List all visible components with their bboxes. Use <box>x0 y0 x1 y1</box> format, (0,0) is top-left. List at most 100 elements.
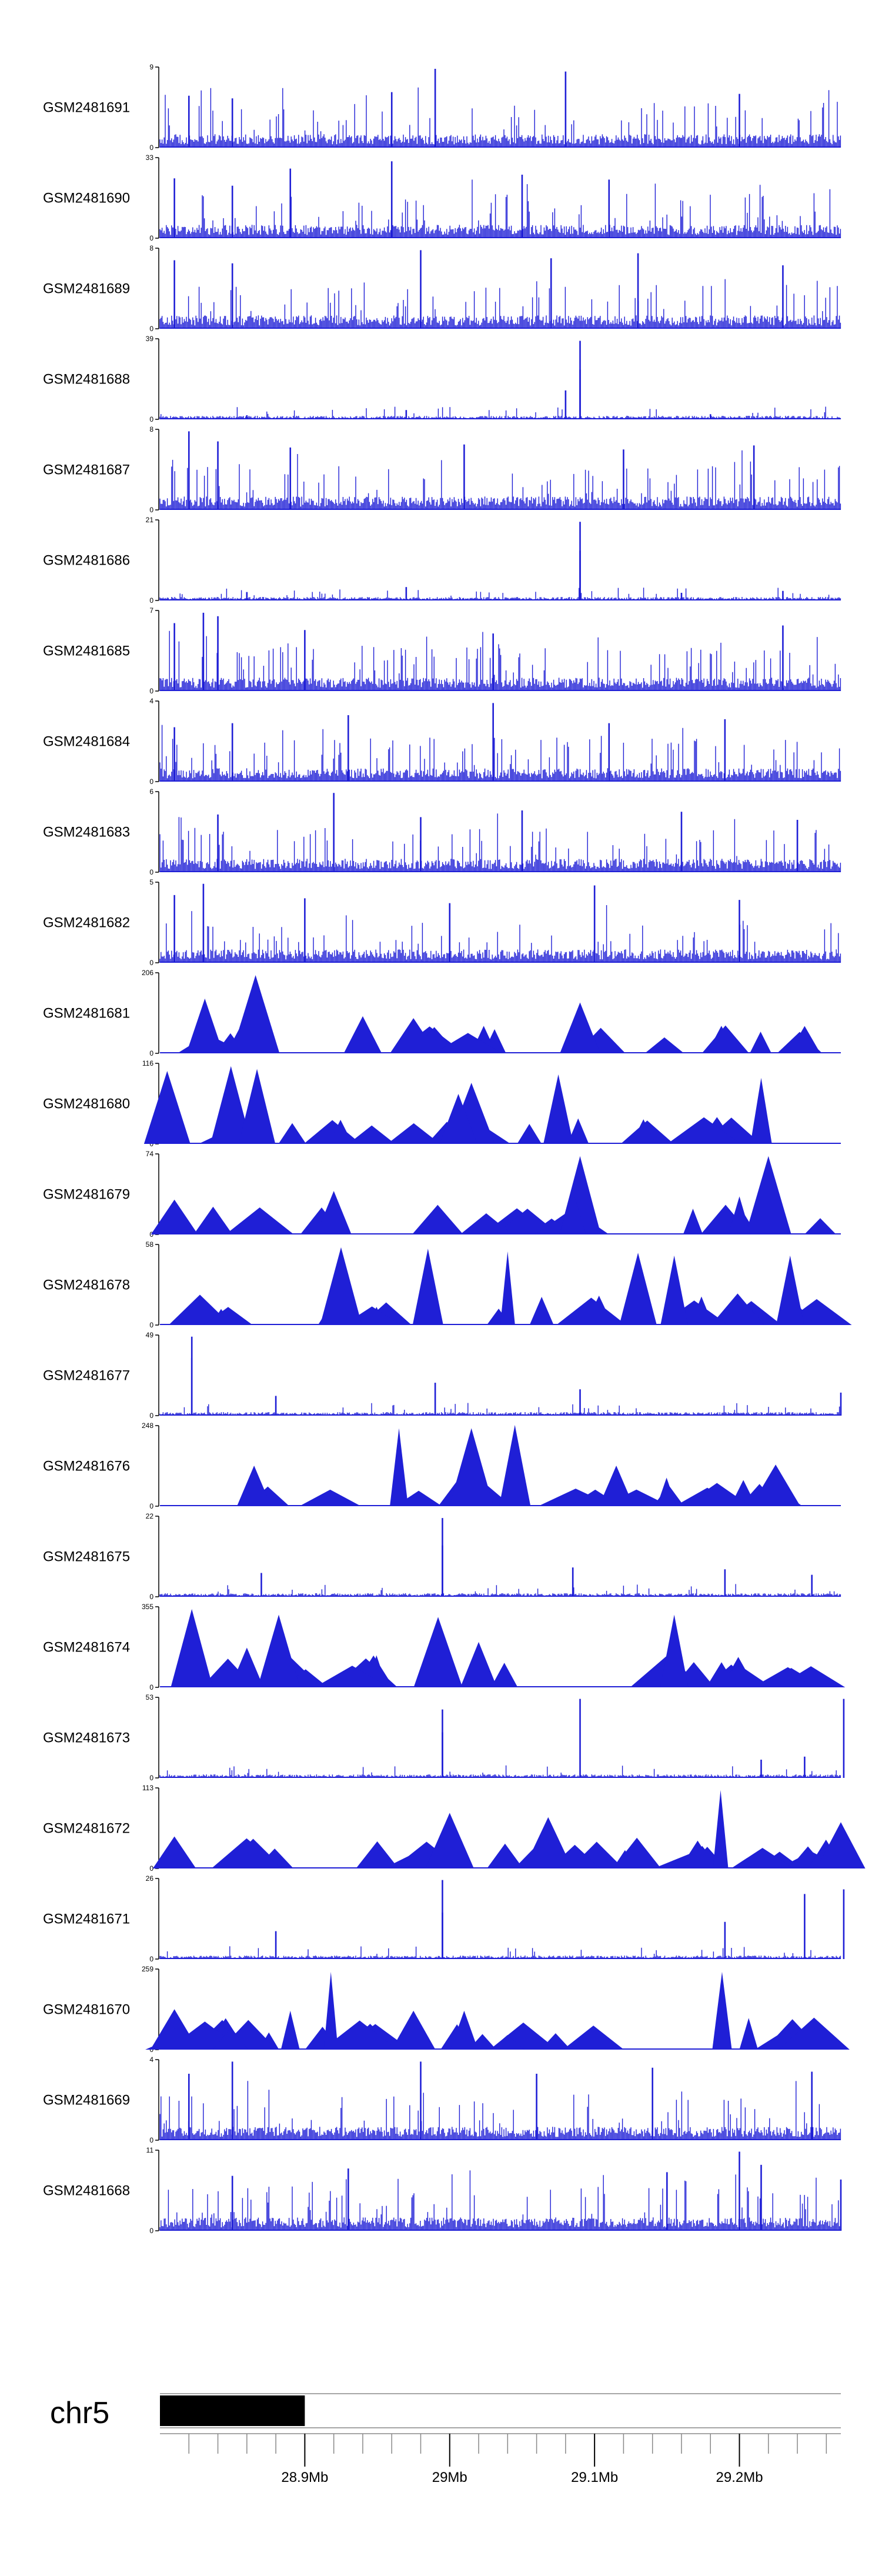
track-label: GSM2481676 <box>43 1459 130 1474</box>
coverage-peak <box>560 1002 600 1053</box>
y-min-label: 0 <box>149 325 153 333</box>
track: GSM2481676 248 0 <box>43 1422 841 1510</box>
track-label: GSM2481677 <box>43 1368 130 1384</box>
track-label: GSM2481671 <box>43 1911 130 1927</box>
y-max-label: 8 <box>149 244 153 252</box>
coverage-peak <box>713 1790 729 1868</box>
track: GSM2481673 53 0 <box>43 1693 845 1782</box>
y-min-label: 0 <box>149 868 153 876</box>
coverage-peak <box>225 1207 294 1234</box>
track: GSM24816801160 <box>43 1059 841 1148</box>
track: GSM2481687 8 0 <box>43 425 841 514</box>
track-label: GSM2481672 <box>43 1821 130 1837</box>
coverage-peak <box>193 1206 233 1234</box>
coverage-peak <box>816 1822 866 1868</box>
coverage-peak <box>143 1070 191 1144</box>
y-min-label: 0 <box>149 234 153 242</box>
y-min-label: 0 <box>149 1049 153 1057</box>
x-tick-label: 29Mb <box>432 2470 467 2485</box>
y-min-label: 0 <box>149 959 153 967</box>
coverage-peak <box>660 1255 688 1325</box>
coverage-peak <box>706 1662 737 1687</box>
coverage-peak <box>390 1018 437 1053</box>
y-max-label: 6 <box>149 788 153 796</box>
track: GSM2481677 49 0 <box>43 1331 842 1420</box>
y-max-label: 39 <box>146 335 154 343</box>
coverage-peak <box>460 1641 497 1687</box>
coverage-peak <box>238 1069 276 1144</box>
y-min-label: 0 <box>149 1774 153 1782</box>
coverage-peak <box>413 1617 463 1687</box>
coverage-signal <box>159 450 841 510</box>
track: GSM2481675 22 0 <box>43 1512 841 1601</box>
track-label: GSM2481675 <box>43 1549 130 1565</box>
track-label: GSM2481669 <box>43 2093 130 2108</box>
coverage-peak <box>750 1077 772 1144</box>
coverage-signal <box>159 588 841 600</box>
coverage-peak <box>804 1218 837 1234</box>
coverage-peak <box>299 1489 362 1506</box>
track-label: GSM2481689 <box>43 281 130 297</box>
coverage-peak <box>706 1214 732 1234</box>
coverage-signal <box>159 630 841 691</box>
coverage-peak <box>412 1249 443 1325</box>
coverage-peak <box>434 1033 502 1053</box>
coverage-peak <box>517 1123 542 1144</box>
track: GSM2481674 355 0 <box>43 1603 846 1691</box>
y-max-label: 4 <box>149 2056 153 2064</box>
coverage-peak <box>750 1032 772 1053</box>
coverage-peak <box>524 1817 573 1868</box>
track-label: GSM2481686 <box>43 553 130 569</box>
coverage-peak <box>751 1464 801 1506</box>
coverage-peak <box>500 1251 515 1325</box>
coverage-peak <box>258 1614 300 1687</box>
coverage-peak <box>801 1672 821 1687</box>
y-max-label: 259 <box>142 1965 153 1973</box>
coverage-peak <box>323 1971 338 2050</box>
y-max-label: 26 <box>146 1874 154 1883</box>
coverage-peak <box>660 1614 689 1687</box>
y-max-label: 22 <box>146 1512 154 1520</box>
coverage-peak <box>316 1190 352 1234</box>
coverage-peak <box>203 1307 253 1325</box>
y-min-label: 0 <box>149 1502 153 1510</box>
coverage-peak <box>556 1297 627 1325</box>
y-min-label: 0 <box>149 506 153 514</box>
track-label: GSM2481679 <box>43 1187 130 1203</box>
chromosome-ideogram: chr5 28.9Mb 29Mb 29.1Mb 29.2Mb <box>50 2393 841 2485</box>
track-label: GSM2481674 <box>43 1640 130 1656</box>
coverage-peak <box>745 1156 791 1234</box>
coverage-peak <box>712 1971 732 2050</box>
track-label: GSM2481684 <box>43 734 130 750</box>
y-min-label: 0 <box>149 1683 153 1691</box>
coverage-peak <box>499 1424 531 1506</box>
coverage-peak <box>315 1666 390 1687</box>
coverage-signal <box>159 2170 841 2231</box>
track-label: GSM2481682 <box>43 915 130 931</box>
coverage-peak <box>171 1609 213 1687</box>
coverage-peak <box>211 1838 282 1868</box>
coverage-tracks: GSM248169190GSM2481690330GSM248168980GSM… <box>43 63 866 2235</box>
coverage-peak <box>529 1297 554 1325</box>
coverage-signal <box>159 179 841 238</box>
coverage-peak <box>230 1647 264 1687</box>
track-label: GSM2481688 <box>43 372 130 388</box>
track: GSM2481688 39 0 <box>43 335 841 423</box>
track: GSM2481669 4 0 <box>43 2056 841 2144</box>
x-tick-label: 29.1Mb <box>571 2470 618 2485</box>
coverage-peak <box>391 2010 436 2050</box>
track: GSM2481679740 <box>43 1150 841 1239</box>
y-min-label: 0 <box>149 687 153 695</box>
coverage-peak <box>543 1074 573 1144</box>
coverage-peak <box>644 1037 684 1053</box>
y-min-label: 0 <box>149 1593 153 1601</box>
y-max-label: 49 <box>146 1331 154 1339</box>
y-max-label: 9 <box>149 63 153 71</box>
y-max-label: 58 <box>146 1240 154 1249</box>
chromosome-label: chr5 <box>50 2396 109 2430</box>
coverage-peak <box>487 1843 523 1868</box>
coverage-peak <box>728 1196 751 1234</box>
track: GSM24816702590 <box>43 1965 850 2054</box>
coverage-peak <box>631 1119 656 1144</box>
coverage-peak <box>739 2018 759 2050</box>
